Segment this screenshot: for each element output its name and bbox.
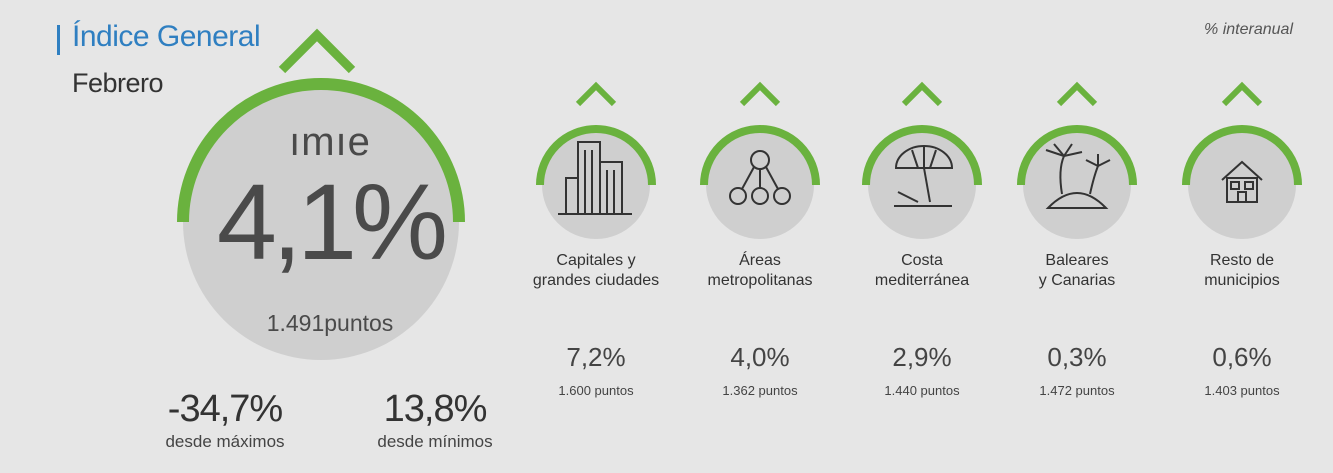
main-arc [177, 78, 465, 223]
main-index-points: 1.491puntos [266, 310, 394, 336]
category-graphic-1 [536, 81, 656, 239]
month-label: Febrero [72, 68, 164, 98]
category-points-5: 1.403 puntos [1204, 383, 1280, 398]
buildings-icon [558, 141, 632, 215]
category-value-4: 0,3% [1047, 342, 1107, 372]
category-label-line: Baleares [1045, 252, 1109, 269]
category-label-line: grandes ciudades [532, 272, 660, 289]
category-label-line: y Canarias [1038, 272, 1116, 289]
yoy-note: % interanual [1204, 21, 1293, 38]
stat-max-label: desde máximos [165, 432, 285, 451]
category-label-line: Resto de [1209, 252, 1275, 269]
category-value-1: 7,2% [566, 342, 626, 372]
category-graphic-3 [862, 81, 982, 239]
category-points-3: 1.440 puntos [884, 383, 960, 398]
page-title: Índice General [72, 20, 261, 53]
category-points-1: 1.600 puntos [558, 383, 634, 398]
main-circle [183, 84, 459, 360]
category-label-1: Capitales y grandes ciudades [516, 251, 676, 291]
category-label-line: mediterránea [874, 272, 970, 289]
stat-min-label: desde mínimos [377, 432, 493, 451]
house-icon [1221, 160, 1263, 203]
category-label-2: Áreas metropolitanas [680, 251, 840, 291]
category-label-line: Costa [901, 252, 943, 269]
category-label-line: Áreas [739, 252, 781, 269]
main-trend-up-icon [278, 28, 356, 74]
category-label-4: Baleares y Canarias [997, 251, 1157, 291]
category-graphic-5 [1182, 81, 1302, 239]
category-graphic-4 [1017, 81, 1137, 239]
title-accent-bar [57, 25, 60, 55]
stat-max-value: -34,7% [167, 388, 283, 430]
category-label-3: Costa mediterránea [842, 251, 1002, 291]
beach-umbrella-icon [894, 145, 954, 207]
category-label-5: Resto de municipios [1162, 251, 1322, 291]
category-label-line: metropolitanas [707, 272, 813, 289]
category-value-5: 0,6% [1212, 342, 1272, 372]
island-icon [1045, 143, 1111, 209]
category-points-4: 1.472 puntos [1039, 383, 1115, 398]
category-points-2: 1.362 puntos [722, 383, 798, 398]
main-index-value: 4,1% [216, 161, 448, 282]
imie-logo-text: ımıe [289, 120, 371, 164]
network-icon [729, 150, 791, 205]
category-value-2: 4,0% [730, 342, 790, 372]
category-label-line: Capitales y [556, 252, 636, 269]
category-graphic-2 [700, 81, 820, 239]
category-label-line: municipios [1204, 272, 1280, 289]
category-value-3: 2,9% [892, 342, 952, 372]
stat-min-value: 13,8% [383, 388, 488, 430]
